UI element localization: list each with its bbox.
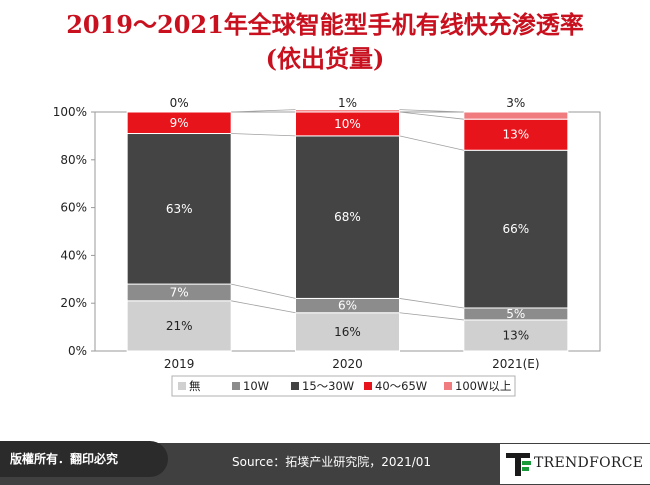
data-label: 3%: [506, 96, 525, 110]
connector-line: [231, 133, 296, 137]
legend-swatch: [232, 382, 240, 390]
data-label: 21%: [166, 319, 193, 333]
bar-segment: [126, 111, 232, 135]
bar-segment: [295, 109, 400, 113]
legend-label: 15～30W: [302, 379, 354, 393]
data-label: 5%: [506, 307, 525, 321]
legend-label: 100W以上: [455, 379, 511, 393]
bar-segment: [463, 149, 569, 309]
legend-label: 無: [189, 379, 201, 393]
data-label: 9%: [170, 116, 189, 130]
y-tick-label: 40%: [60, 248, 87, 262]
legend-label: 40～65W: [375, 379, 427, 393]
data-label: 7%: [170, 285, 189, 299]
legend-box: [171, 375, 516, 397]
bar-segment: [463, 118, 569, 151]
legend-label: 10W: [243, 379, 269, 393]
connector-line: [231, 109, 296, 113]
connector-line: [231, 300, 296, 314]
x-tick-label: 2019: [164, 357, 195, 371]
data-label: 13%: [502, 128, 529, 142]
data-label: 68%: [334, 210, 361, 224]
legend-swatch: [178, 382, 186, 390]
legend-swatch: [444, 382, 452, 390]
y-tick-label: 20%: [60, 296, 87, 310]
brand-logo: TRENDFORCE: [500, 444, 650, 484]
connector-line: [399, 135, 464, 151]
copyright-text: 版權所有．翻印必究: [10, 452, 119, 466]
trendforce-logo-icon: [506, 453, 531, 476]
title-line-1: 2019～2021年全球智能型手机有线快充渗透率: [66, 10, 584, 39]
bar-segment: [295, 312, 400, 352]
data-label: 0%: [170, 96, 189, 110]
y-tick-label: 0%: [68, 344, 87, 358]
brand-name: TRENDFORCE: [534, 455, 644, 471]
bar-segment: [463, 111, 569, 120]
data-label: 13%: [502, 328, 529, 342]
source-text: Source：拓墣产业研究院，2021/01: [232, 455, 432, 469]
stacked-bar-chart: 0% 20% 40% 60% 80% 100% 2019 2020 2021(E) 21% 7% 63…: [53, 96, 601, 397]
y-tick-label: 100%: [53, 105, 87, 119]
bar-segment: [463, 319, 569, 352]
data-label: 63%: [166, 202, 193, 216]
data-label: 1%: [338, 96, 357, 110]
y-tick-label: 60%: [60, 201, 87, 215]
data-label: 66%: [502, 222, 529, 236]
connector-line: [399, 111, 464, 120]
y-tick-label: 80%: [60, 153, 87, 167]
bar-segment: [126, 300, 232, 352]
connector-line: [399, 298, 464, 309]
data-label: 6%: [338, 299, 357, 313]
connector-line: [399, 312, 464, 321]
legend-swatch: [364, 382, 372, 390]
legend-swatch: [291, 382, 299, 390]
connector-line: [399, 109, 464, 113]
data-label: 16%: [334, 325, 361, 339]
connector-line: [231, 283, 296, 299]
data-label: 10%: [334, 117, 361, 131]
x-tick-label: 2021(E): [492, 357, 539, 371]
x-tick-label: 2020: [332, 357, 363, 371]
copyright-badge: 版權所有．翻印必究: [0, 441, 168, 477]
chart-title: 2019～2021年全球智能型手机有线快充渗透率 (依出货量): [0, 8, 650, 76]
bar-segment: [295, 135, 400, 299]
title-line-2: (依出货量): [265, 44, 385, 73]
